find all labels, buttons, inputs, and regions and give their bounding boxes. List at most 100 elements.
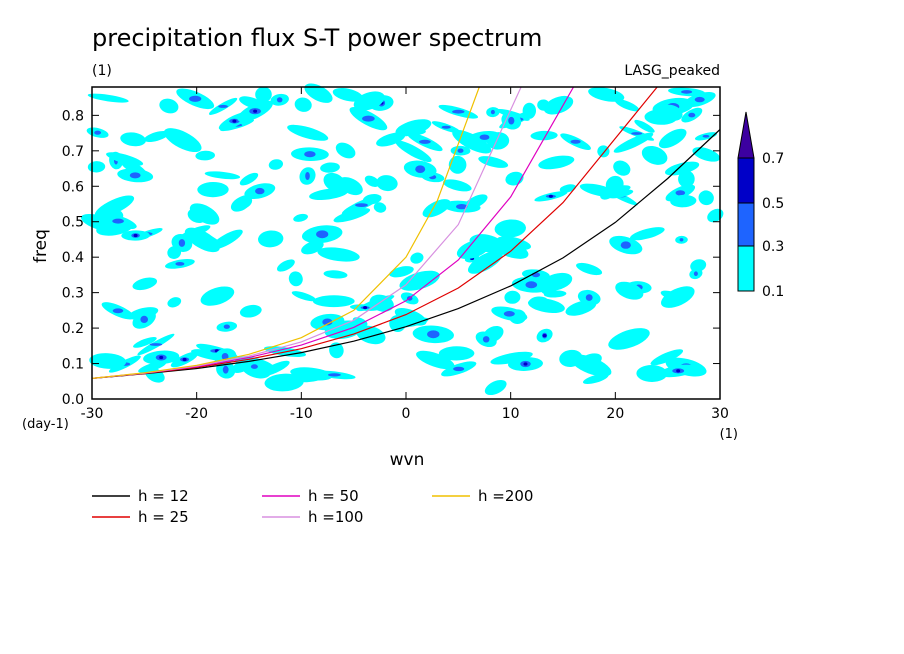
x-unit-label: (1) [720,427,738,442]
contour-blob-core [427,330,440,339]
contour-blob-peak [548,194,553,198]
contour-blob [333,208,371,223]
contour-blob [505,171,524,186]
contour-blob [320,162,340,173]
contour-blob-core [585,294,593,301]
contour-blob [570,354,612,377]
contour-blob-core [688,112,696,118]
contour-blob-core [457,148,464,153]
contour-blob [416,350,455,370]
contour-blob-core [679,238,684,242]
contour-blob [376,175,398,192]
contour-blob [634,119,655,133]
contour-blob [197,181,229,198]
y-tick-label: 0.0 [62,392,84,408]
contour-blob-core [112,218,124,224]
contour-blob [678,170,695,188]
contour-blob [605,175,624,193]
dispersion-curves [91,86,721,379]
contour-blob [522,102,537,119]
contour-blob [293,213,308,222]
series-line-h-200 [91,86,480,379]
contour-blob [268,159,284,170]
contour-blob [641,145,668,165]
contour-blob [80,213,121,233]
x-tick-label: 20 [606,406,624,422]
contour-blob [397,317,429,328]
contour-blob [494,219,526,238]
contour-blob [304,83,333,103]
contour-blob-core [250,364,258,369]
contour-blob-core [328,373,341,377]
legend-label: h =100 [308,508,363,526]
contour-blob [335,142,356,159]
x-tick-label: 30 [711,406,729,422]
contour-blob [364,175,380,187]
contour-blob [613,160,631,176]
contour-blob [606,189,634,199]
contour-blob-core [189,95,202,102]
x-tick-label: -30 [81,406,104,422]
contour-blob [187,208,207,223]
contour-blob [448,155,467,174]
contour-blob-core [222,365,229,374]
contour-blob-core [140,315,148,323]
contour-blob [664,161,700,176]
contour-blob [255,86,272,103]
contour-blob [399,270,440,291]
contour-blob-core [419,139,431,144]
contour-blob [615,281,644,300]
y-tick-label: 0.4 [62,250,84,266]
colorbar-label: 0.3 [762,239,784,255]
legend: h = 12 h = 25 h = 50 h =100 h =200 [92,487,533,526]
contour-blob-core [694,96,705,103]
contour-blob [288,372,325,383]
contour-blob [294,97,312,112]
contour-blob [287,124,329,141]
contour-blob [629,227,665,241]
contour-blob-core [149,343,163,346]
legend-label: h = 12 [138,487,189,505]
contour-blob-core [531,272,541,278]
contour-blob-peak [523,362,528,366]
power-contours [80,83,724,396]
chart-subtitle-left: (1) [92,63,112,79]
contour-blob-peak [542,334,547,338]
contour-blob [87,93,129,103]
contour-blob-peak [363,306,368,310]
contour-blob [442,179,472,192]
contour-blob-core [175,262,185,266]
contour-blob-core [675,190,686,196]
contour-blob-peak [159,355,164,360]
contour-blob [236,195,253,209]
contour-blob-core [681,90,693,94]
contour-blob [94,195,135,218]
contour-blob [660,286,695,308]
chart-title: precipitation flux S-T power spectrum [92,24,542,52]
x-tick-label: -10 [290,406,313,422]
contour-blob [576,262,603,276]
colorbar-segment [737,245,755,292]
legend-label: h = 25 [138,508,189,526]
y-tick-label: 0.6 [62,179,84,195]
contour-blob [159,98,179,114]
contour-blob [323,270,348,279]
contour-blob-core [525,281,538,289]
contour-blob [323,172,346,192]
contour-blob [132,277,158,291]
contour-blob [636,364,668,383]
contour-blob-peak [133,233,138,238]
contour-blob [504,290,521,304]
contour-blob-core [570,139,581,144]
contour-blob [484,379,507,396]
colorbar-segment [737,202,755,247]
contour-blob-core [693,271,698,277]
y-tick-label: 0.8 [62,108,84,124]
contour-blob-core [503,311,515,317]
x-axis-label: wvn [390,450,425,470]
contour-blob [89,353,127,369]
contour-blob [670,194,697,208]
contour-blob [87,161,106,173]
colorbar-extend-arrow [737,111,755,159]
contour-blob [389,266,414,278]
